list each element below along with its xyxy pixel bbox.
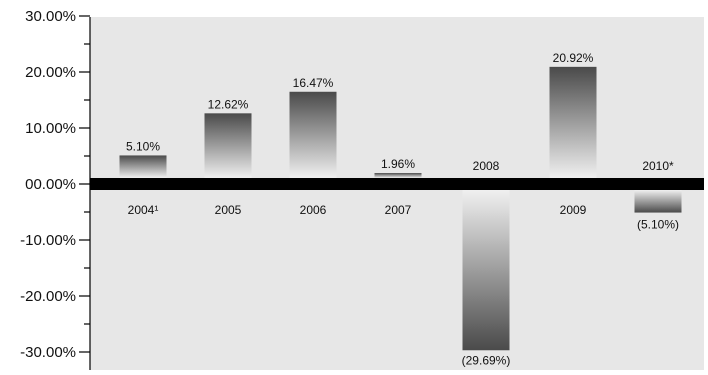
bar-value-label: 5.10% (126, 139, 160, 153)
plot-area (90, 17, 704, 370)
bar-2010 (634, 190, 682, 213)
bar-2005 (204, 113, 252, 178)
category-label: 2008 (473, 159, 500, 173)
category-label: 2006 (300, 203, 327, 217)
bar-2006 (289, 91, 337, 178)
bar-2008 (462, 190, 510, 351)
category-label: 2009 (560, 203, 587, 217)
y-tick-label: 00.00% (25, 176, 76, 193)
bar-value-label: 12.62% (208, 97, 249, 111)
labels-layer: 5.10% 2004¹ 12.62% 2005 16.47% 2006 1.96% 2007 (… (126, 51, 679, 367)
y-tick-label: 20.00% (25, 64, 76, 81)
y-tick-label: -30.00% (20, 344, 76, 361)
category-label: 2010* (642, 159, 674, 173)
bar-2009 (549, 66, 597, 178)
category-label: 2005 (215, 203, 242, 217)
bar-value-label: (29.69%) (462, 353, 511, 367)
bar-value-label: 16.47% (293, 76, 334, 90)
category-label: 2007 (385, 203, 412, 217)
category-label: 2004¹ (128, 203, 159, 217)
y-tick-label: -20.00% (20, 288, 76, 305)
y-tick-label: 10.00% (25, 120, 76, 137)
bar-value-label: (5.10%) (637, 218, 679, 232)
y-tick-label: 30.00% (25, 8, 76, 25)
y-axis: 30.00% 20.00% 10.00% 00.00% -10.00% -20.00% -3… (20, 8, 90, 361)
bars-layer (119, 66, 682, 351)
bar-2007 (374, 173, 422, 178)
bar-value-label: 20.92% (553, 51, 594, 65)
bar-2004 (119, 155, 167, 178)
bar-value-label: 1.96% (381, 157, 415, 171)
zero-line (90, 178, 704, 190)
y-tick-label: -10.00% (20, 232, 76, 249)
